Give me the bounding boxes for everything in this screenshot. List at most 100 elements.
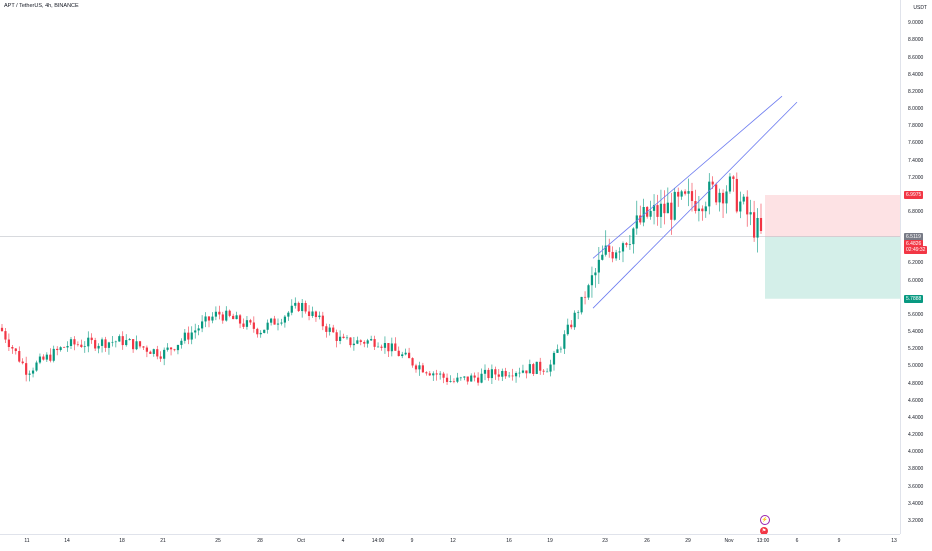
- candle: [677, 191, 680, 197]
- time-tick-label: 19: [547, 538, 553, 544]
- time-tick-label: Oct: [297, 538, 305, 544]
- price-tick-label: 8.0000: [908, 106, 924, 113]
- candle: [414, 365, 418, 370]
- flag-icon[interactable]: ⚑: [760, 527, 768, 535]
- time-tick-label: 21: [160, 538, 166, 544]
- candle: [587, 285, 590, 298]
- candle: [21, 361, 24, 364]
- candle: [559, 348, 562, 350]
- candle: [304, 302, 307, 312]
- time-tick-label: 28: [257, 538, 263, 544]
- candle: [759, 217, 763, 231]
- candle: [125, 340, 128, 346]
- candle: [670, 202, 673, 220]
- candle: [490, 369, 493, 379]
- candle: [408, 352, 411, 359]
- price-tick-label: 7.6000: [908, 140, 924, 147]
- candle: [756, 217, 759, 238]
- candle: [18, 351, 21, 362]
- price-tick-label: 8.6000: [908, 54, 924, 61]
- candle: [266, 322, 269, 330]
- candle: [621, 243, 625, 252]
- candle: [387, 343, 390, 352]
- candle: [694, 201, 697, 212]
- candle: [25, 363, 28, 375]
- chart-title: APT / TetherUS, 4h, BINANCE: [4, 3, 79, 9]
- price-tick-label: 4.2000: [908, 432, 924, 439]
- candle: [753, 212, 756, 238]
- candle: [504, 370, 507, 377]
- candle: [11, 347, 14, 349]
- price-tick-label: 7.8000: [908, 123, 924, 130]
- candle: [7, 339, 10, 348]
- candle: [132, 339, 135, 350]
- price-tick-label: 7.4000: [908, 157, 924, 164]
- candle: [314, 311, 318, 318]
- price-tick-label: 9.0000: [908, 20, 924, 27]
- candle: [211, 316, 214, 321]
- candle: [632, 228, 635, 245]
- chart-area[interactable]: APT / TetherUS, 4h, BINANCE ⚡ ⚑: [0, 0, 900, 535]
- candle: [73, 339, 76, 345]
- candle: [349, 337, 352, 346]
- candle: [221, 314, 224, 321]
- candle: [228, 310, 231, 316]
- candle: [56, 348, 59, 351]
- candle: [321, 315, 324, 327]
- candle: [332, 327, 335, 333]
- candle: [176, 344, 180, 351]
- candle: [687, 191, 690, 194]
- candle: [487, 369, 490, 379]
- candle: [318, 315, 321, 318]
- candle: [83, 346, 86, 348]
- target-price-badge: 5.7888: [904, 294, 924, 303]
- candle: [263, 329, 266, 333]
- entry-price-badge: 6.5119: [904, 232, 923, 241]
- candle: [546, 371, 549, 373]
- candle: [159, 356, 162, 359]
- candle: [163, 349, 166, 359]
- candle: [432, 373, 435, 376]
- candle: [363, 341, 366, 344]
- candle: [45, 354, 48, 360]
- time-tick-label: 14:00: [371, 538, 385, 544]
- candle: [359, 340, 362, 342]
- lightning-icon[interactable]: ⚡: [760, 515, 770, 525]
- candle: [639, 215, 642, 223]
- time-tick-label: 18: [119, 538, 125, 544]
- price-tick-label: 4.4000: [908, 414, 924, 421]
- candle: [311, 311, 314, 316]
- candle: [746, 196, 749, 215]
- candle: [370, 339, 373, 341]
- candle: [601, 254, 604, 260]
- candlestick-plot[interactable]: [0, 0, 900, 534]
- candle: [663, 203, 666, 214]
- price-tick-label: 4.0000: [908, 449, 924, 456]
- candle: [732, 176, 735, 179]
- price-tick-label: 4.8000: [908, 380, 924, 387]
- candle: [532, 364, 535, 374]
- time-tick-label: 14: [64, 538, 70, 544]
- candle: [87, 337, 90, 347]
- candle: [735, 178, 738, 212]
- candle: [394, 343, 397, 351]
- candle: [618, 251, 621, 253]
- candle: [404, 352, 407, 355]
- time-tick-label: 6: [795, 538, 799, 544]
- time-tick-label: 29: [685, 538, 691, 544]
- candle: [218, 311, 221, 315]
- time-tick-label: 12: [450, 538, 456, 544]
- price-axis[interactable]: USDT 9.0000 8.8000 8.6000 8.4000 8.2000 8.000…: [900, 0, 932, 534]
- candle: [190, 332, 193, 340]
- candle: [149, 351, 152, 354]
- price-tick-label: 8.4000: [908, 71, 924, 78]
- last-price-badge: 6.4826: [904, 240, 924, 249]
- candle: [194, 330, 197, 333]
- time-axis[interactable]: 11 14 18 21 25 28 Oct 4 14:00 9 12 16 19 23 26 29 Nov 13:…: [0, 534, 900, 551]
- candle: [435, 373, 438, 375]
- candle: [549, 364, 552, 372]
- candle: [401, 354, 404, 357]
- candle: [542, 370, 545, 372]
- candle: [66, 345, 69, 348]
- candle: [539, 361, 542, 371]
